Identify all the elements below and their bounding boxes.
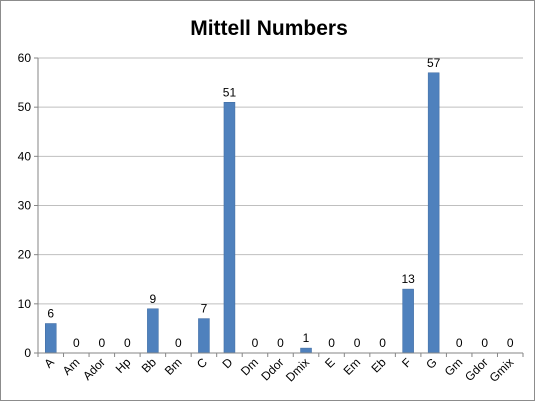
data-label-Dm: 0 (252, 336, 259, 350)
data-label-A: 6 (47, 307, 54, 321)
data-label-Hp: 0 (124, 336, 131, 350)
y-tick-label: 40 (18, 149, 32, 163)
data-label-Bm: 0 (175, 336, 182, 350)
x-tick-label-E: E (322, 355, 338, 371)
data-label-Gmix: 0 (507, 336, 514, 350)
bar-F (402, 288, 414, 354)
x-tick-label-C: C (194, 355, 210, 371)
x-tick-label-Bb: Bb (139, 355, 160, 376)
x-tick-label-Hp: Hp (113, 355, 134, 376)
x-tick-label-Em: Em (341, 355, 364, 378)
y-axis: 0 10 20 30 40 50 60 (18, 51, 39, 360)
x-tick-label-D: D (220, 355, 236, 371)
x-tick-label-Bm: Bm (162, 355, 185, 378)
x-tick-label-F: F (399, 355, 414, 370)
bar-C (198, 318, 210, 354)
x-tick-label-Am: Am (60, 355, 83, 378)
data-label-Em: 0 (354, 336, 361, 350)
x-tick-label-Ddor: Ddor (258, 355, 286, 383)
data-label-E: 0 (328, 336, 335, 350)
x-tick-label-Ador: Ador (80, 355, 108, 383)
bar-Dmix (300, 347, 312, 354)
y-tick-label: 20 (18, 248, 32, 262)
y-tick-label: 10 (18, 297, 32, 311)
x-tick-label-Eb: Eb (368, 355, 389, 376)
y-tick-label: 0 (24, 346, 31, 360)
data-label-F: 13 (401, 272, 415, 286)
bar-Bb (147, 308, 159, 354)
data-label-G: 57 (427, 56, 441, 70)
y-tick-label: 50 (18, 100, 32, 114)
data-label-Gdor: 0 (481, 336, 488, 350)
x-tick-label-Gmix: Gmix (487, 355, 517, 385)
data-labels: 6 0 0 0 9 0 7 51 0 0 1 0 0 0 13 57 0 0 0 (47, 56, 513, 350)
bar-G (427, 72, 440, 354)
data-label-Ador: 0 (98, 336, 105, 350)
x-tick-label-Dmix: Dmix (283, 355, 312, 384)
x-tick-label-G: G (423, 355, 440, 372)
x-tick-label-A: A (41, 355, 57, 371)
y-tick-label: 60 (18, 51, 32, 65)
chart-title: Mittell Numbers (190, 17, 348, 40)
data-label-C: 7 (201, 302, 208, 316)
gridlines (38, 57, 523, 305)
bar-A (45, 323, 57, 354)
x-tick-label-Gm: Gm (442, 355, 466, 379)
bars (45, 72, 440, 354)
data-label-D: 51 (223, 85, 237, 99)
data-label-Eb: 0 (379, 336, 386, 350)
data-label-Gm: 0 (456, 336, 463, 350)
y-tick-label: 30 (18, 199, 32, 213)
x-tick-label-Dm: Dm (238, 355, 261, 378)
data-label-Ddor: 0 (277, 336, 284, 350)
data-label-Am: 0 (73, 336, 80, 350)
data-label-Bb: 9 (150, 292, 157, 306)
x-tick-label-Gdor: Gdor (462, 355, 491, 384)
bar-D (223, 102, 236, 354)
data-label-Dmix: 1 (303, 331, 310, 345)
